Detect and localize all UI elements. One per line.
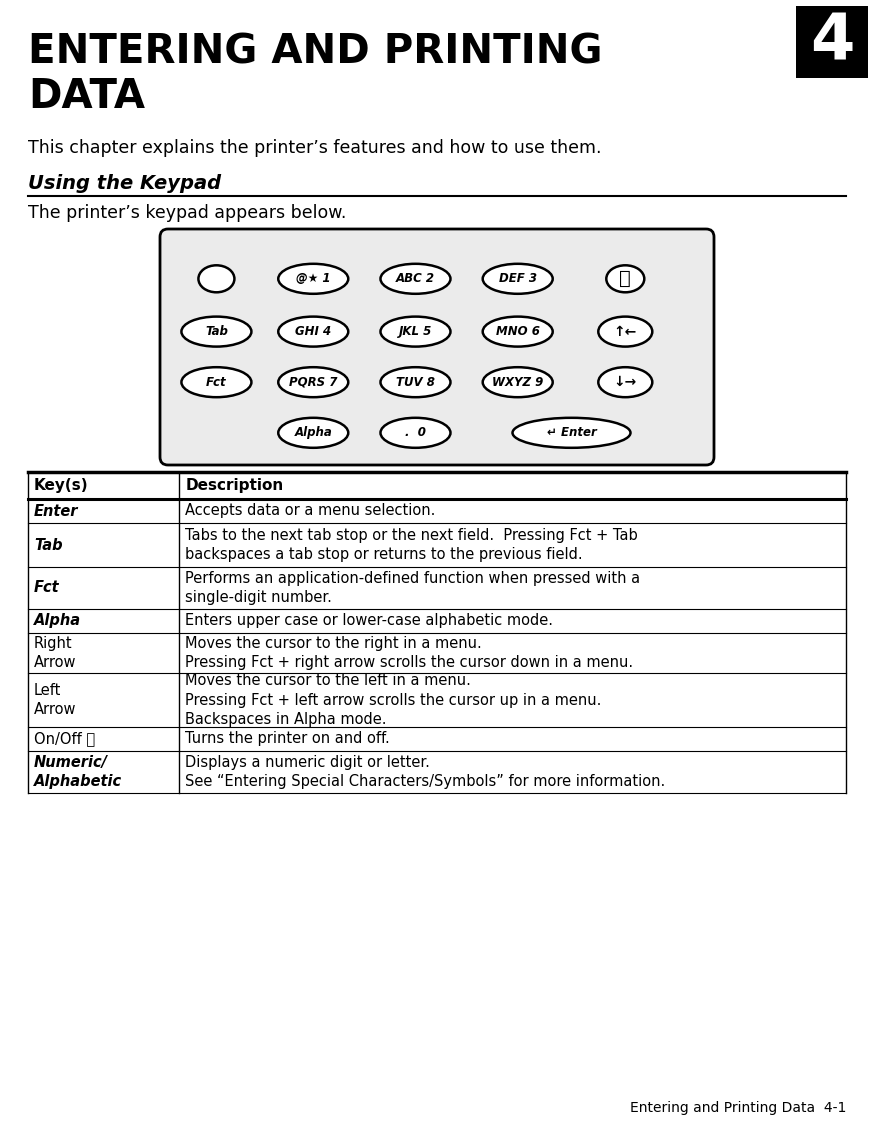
Text: Right
Arrow: Right Arrow <box>34 636 77 670</box>
Text: Alpha: Alpha <box>295 426 332 439</box>
Text: Fct: Fct <box>34 581 59 596</box>
Text: 4: 4 <box>810 11 854 73</box>
Ellipse shape <box>482 367 552 397</box>
Text: ↑←: ↑← <box>614 324 637 339</box>
Ellipse shape <box>182 316 252 347</box>
Text: @★ 1: @★ 1 <box>296 272 330 285</box>
Ellipse shape <box>182 367 252 397</box>
Text: MNO 6: MNO 6 <box>496 325 539 338</box>
Text: Tab: Tab <box>205 325 228 338</box>
Ellipse shape <box>278 417 348 448</box>
Text: Entering and Printing Data  4-1: Entering and Printing Data 4-1 <box>629 1101 846 1115</box>
Text: The printer’s keypad appears below.: The printer’s keypad appears below. <box>28 204 346 222</box>
Ellipse shape <box>482 316 552 347</box>
Text: .  0: . 0 <box>405 426 426 439</box>
Text: TUV 8: TUV 8 <box>396 375 435 389</box>
Text: Left
Arrow: Left Arrow <box>34 683 77 717</box>
Text: Fct: Fct <box>206 375 226 389</box>
Text: Using the Keypad: Using the Keypad <box>28 174 221 193</box>
Text: Alpha: Alpha <box>34 614 81 629</box>
Text: ↓→: ↓→ <box>614 375 637 389</box>
Text: Displays a numeric digit or letter.
See “Entering Special Characters/Symbols” fo: Displays a numeric digit or letter. See … <box>185 755 666 789</box>
Text: ABC 2: ABC 2 <box>396 272 435 285</box>
FancyBboxPatch shape <box>796 6 868 78</box>
Text: PQRS 7: PQRS 7 <box>289 375 337 389</box>
Text: ENTERING AND PRINTING: ENTERING AND PRINTING <box>28 32 602 72</box>
Text: Enter: Enter <box>34 504 79 518</box>
Text: Numeric/
Alphabetic: Numeric/ Alphabetic <box>34 755 122 789</box>
FancyBboxPatch shape <box>160 229 714 465</box>
Text: DEF 3: DEF 3 <box>499 272 537 285</box>
Ellipse shape <box>278 264 348 293</box>
Ellipse shape <box>607 265 644 292</box>
Ellipse shape <box>278 367 348 397</box>
Text: WXYZ 9: WXYZ 9 <box>492 375 544 389</box>
Text: Performs an application-defined function when pressed with a
single-digit number: Performs an application-defined function… <box>185 571 641 605</box>
Ellipse shape <box>482 264 552 293</box>
Text: This chapter explains the printer’s features and how to use them.: This chapter explains the printer’s feat… <box>28 139 601 157</box>
Text: Tab: Tab <box>34 538 63 553</box>
Text: Moves the cursor to the right in a menu.
Pressing Fct + right arrow scrolls the : Moves the cursor to the right in a menu.… <box>185 636 634 670</box>
Text: JKL 5: JKL 5 <box>399 325 432 338</box>
Text: Accepts data or a menu selection.: Accepts data or a menu selection. <box>185 504 436 518</box>
Ellipse shape <box>198 265 234 292</box>
Text: ↵ Enter: ↵ Enter <box>546 426 596 439</box>
Ellipse shape <box>278 316 348 347</box>
Ellipse shape <box>380 417 450 448</box>
Ellipse shape <box>380 367 450 397</box>
Ellipse shape <box>512 417 630 448</box>
Text: Tabs to the next tab stop or the next field.  Pressing Fct + Tab
backspaces a ta: Tabs to the next tab stop or the next fi… <box>185 528 638 562</box>
Ellipse shape <box>380 316 450 347</box>
Text: Moves the cursor to the left in a menu.
Pressing Fct + left arrow scrolls the cu: Moves the cursor to the left in a menu. … <box>185 673 601 727</box>
Text: DATA: DATA <box>28 77 145 117</box>
Text: Turns the printer on and off.: Turns the printer on and off. <box>185 731 390 747</box>
Text: Description: Description <box>185 478 283 493</box>
Text: On/Off Ⓘ: On/Off Ⓘ <box>34 731 95 747</box>
Ellipse shape <box>599 367 652 397</box>
Ellipse shape <box>380 264 450 293</box>
Text: Enters upper case or lower-case alphabetic mode.: Enters upper case or lower-case alphabet… <box>185 614 553 629</box>
Text: GHI 4: GHI 4 <box>295 325 331 338</box>
Text: Ⓘ: Ⓘ <box>620 269 631 289</box>
Text: Key(s): Key(s) <box>34 478 88 493</box>
Ellipse shape <box>599 316 652 347</box>
